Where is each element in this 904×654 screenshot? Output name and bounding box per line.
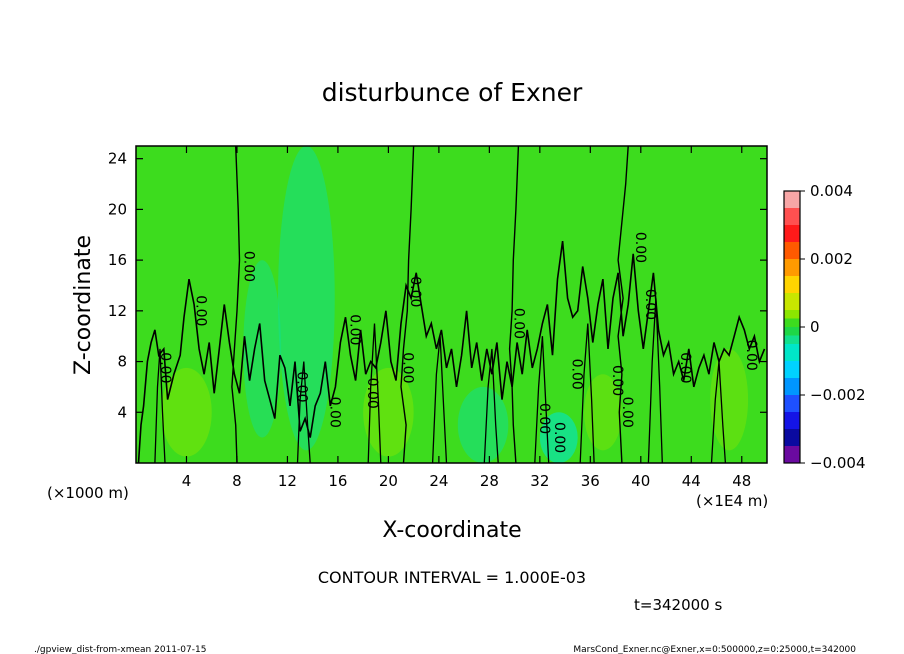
colorbar-band [784, 361, 800, 378]
chart-title: disturbunce of Exner [322, 78, 583, 107]
y-tick-label: 8 [117, 353, 127, 371]
footer-right: MarsCond_Exner.nc@Exner,x=0:500000,z=0:2… [573, 645, 856, 654]
colorbar-band [784, 225, 800, 242]
contour-label: 0.00 [326, 397, 342, 428]
contour-line [400, 146, 415, 463]
contour-line [431, 336, 448, 463]
plot-background [136, 146, 767, 463]
x-tick-label: 40 [631, 472, 650, 490]
contour-label: 0.00 [407, 276, 423, 307]
contour-label: 0.00 [642, 289, 658, 320]
colorbar-band [784, 446, 800, 463]
y-tick-label: 20 [108, 200, 127, 218]
colorbar-tick-label: −0.002 [810, 386, 866, 404]
contour-line [296, 361, 311, 463]
x-unit-right: (×1E4 m) [696, 492, 768, 510]
colorbar-band [784, 335, 800, 344]
shading-patch [457, 386, 509, 463]
contour-label: 0.00 [743, 340, 759, 371]
x-axis-ticks: 4 8 12 16 20 24 28 32 36 40 44 48 [182, 146, 751, 490]
x-tick-label: 20 [379, 472, 398, 490]
x-unit-left: (×1000 m) [47, 484, 129, 502]
contour-line [710, 361, 727, 463]
contour-label: 0.00 [400, 352, 416, 383]
colorbar: 0.004 0.002 0 −0.002 −0.004 [783, 182, 866, 472]
x-tick-label: 48 [732, 472, 751, 490]
x-tick-label: 8 [232, 472, 242, 490]
colorbar-band [784, 318, 800, 327]
colorbar-band [784, 378, 800, 395]
contour-line [367, 323, 382, 463]
colorbar-band [784, 208, 800, 225]
contour-label: 0.00 [551, 422, 567, 453]
shading-patch [161, 367, 212, 457]
colorbar-tick-label: 0.004 [810, 182, 853, 200]
contour-interval: CONTOUR INTERVAL = 1.000E-03 [318, 568, 586, 587]
contour-label: 0.00 [536, 403, 552, 434]
colorbar-tick-label: 0.002 [810, 250, 853, 268]
contour-label-layer: 0.000.000.000.000.000.000.000.000.000.00… [157, 232, 759, 453]
contour-label: 0.00 [294, 371, 310, 402]
x-tick-label: 32 [530, 472, 549, 490]
y-axis-ticks: 4 8 12 16 20 24 [108, 150, 767, 421]
colorbar-band [784, 242, 800, 259]
plot-frame [135, 145, 768, 464]
contour-line [647, 298, 663, 463]
colorbar-band [784, 395, 800, 412]
contour-line [231, 146, 241, 463]
x-tick-label: 44 [682, 472, 701, 490]
colorbar-band [784, 276, 800, 293]
footer-left: ./gpview_dist-from-xmean 2011-07-15 [34, 645, 206, 654]
contour-line [154, 348, 166, 463]
contour-label: 0.00 [193, 295, 209, 326]
contour-line [617, 146, 629, 463]
contour-label: 0.00 [347, 314, 363, 345]
x-tick-label: 28 [480, 472, 499, 490]
contour-label: 0.00 [609, 365, 625, 396]
time-label: t=342000 s [634, 596, 722, 614]
colorbar-band [784, 259, 800, 276]
shading-patch [277, 146, 335, 451]
y-tick-label: 24 [108, 150, 127, 168]
shading-patch [539, 412, 578, 463]
colorbar-band [784, 327, 800, 336]
colorbar-band [784, 310, 800, 319]
y-tick-label: 12 [108, 302, 127, 320]
x-tick-label: 4 [182, 472, 192, 490]
colorbar-tick-label: −0.004 [810, 454, 866, 472]
colorbar-band [784, 191, 800, 208]
contour-label: 0.00 [511, 308, 527, 339]
contour-label: 0.00 [364, 378, 380, 409]
y-tick-label: 16 [108, 251, 127, 269]
contour-line [534, 336, 550, 463]
contour-label: 0.00 [157, 352, 173, 383]
x-tick-label: 16 [328, 472, 347, 490]
contour-label: 0.00 [632, 232, 648, 263]
contour-label: 0.00 [569, 359, 585, 390]
y-axis-label: Z-coordinate [71, 235, 96, 375]
plot-area: 0.000.000.000.000.000.000.000.000.000.00… [108, 145, 768, 490]
contour-label: 0.00 [619, 397, 635, 428]
colorbar-band [784, 429, 800, 446]
contour-line [483, 348, 499, 463]
x-tick-label: 12 [278, 472, 297, 490]
y-tick-label: 4 [117, 403, 127, 421]
contour-label: 0.00 [241, 251, 257, 282]
x-axis-label: X-coordinate [382, 518, 521, 543]
contour-line [137, 240, 766, 463]
contour-line [579, 323, 595, 463]
contour-layer [137, 146, 766, 463]
colorbar-band [784, 344, 800, 361]
x-tick-label: 24 [429, 472, 448, 490]
colorbar-band [784, 412, 800, 429]
colorbar-band [784, 293, 800, 310]
contour-label: 0.00 [677, 352, 693, 383]
x-tick-label: 36 [581, 472, 600, 490]
colorbar-tick-label: 0 [810, 318, 820, 336]
contour-line [508, 146, 520, 463]
